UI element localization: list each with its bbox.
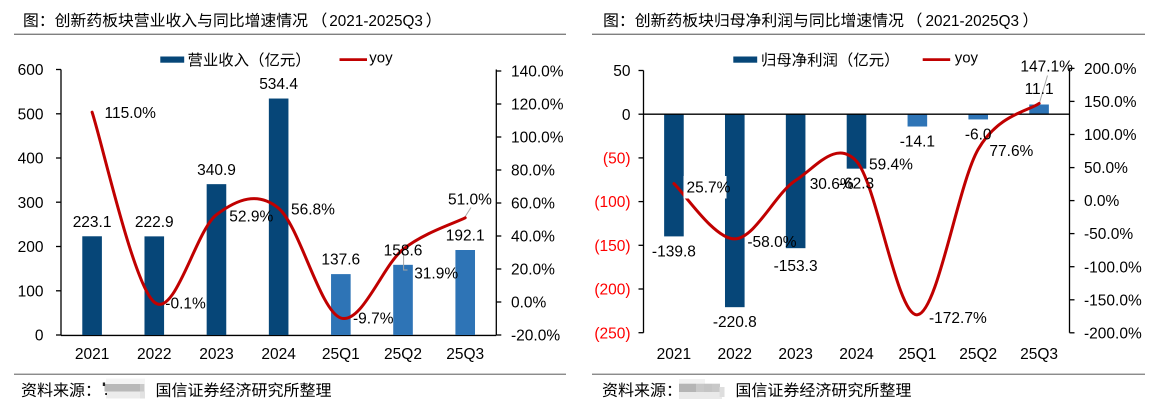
- svg-text:100: 100: [18, 283, 44, 300]
- svg-text:(50): (50): [603, 151, 631, 168]
- svg-text:-150.0%: -150.0%: [1084, 292, 1142, 309]
- svg-text:25Q1: 25Q1: [898, 346, 936, 363]
- svg-text:77.6%: 77.6%: [989, 143, 1033, 160]
- svg-text:400: 400: [18, 151, 44, 168]
- svg-text:2021: 2021: [75, 346, 109, 363]
- svg-text:200: 200: [18, 239, 44, 256]
- svg-text:50.0%: 50.0%: [1084, 160, 1128, 177]
- svg-text:2024: 2024: [261, 346, 296, 363]
- svg-text:(100): (100): [594, 194, 630, 211]
- svg-text:40.0%: 40.0%: [511, 229, 555, 246]
- svg-text:-220.8: -220.8: [713, 314, 757, 331]
- svg-text:-139.8: -139.8: [652, 243, 696, 260]
- svg-text:59.4%: 59.4%: [869, 157, 913, 174]
- svg-text:2021: 2021: [657, 346, 691, 363]
- svg-text:80.0%: 80.0%: [511, 163, 555, 180]
- svg-text:150.0%: 150.0%: [1084, 94, 1137, 111]
- svg-text:0.0%: 0.0%: [511, 295, 547, 312]
- svg-text:-200.0%: -200.0%: [1084, 325, 1142, 342]
- svg-text:-50.0%: -50.0%: [1084, 226, 1133, 243]
- svg-text:2023: 2023: [778, 346, 812, 363]
- svg-text:0: 0: [35, 328, 44, 345]
- svg-text:-172.7%: -172.7%: [929, 310, 987, 327]
- svg-text:100.0%: 100.0%: [511, 130, 564, 147]
- svg-text:600: 600: [18, 62, 44, 79]
- svg-text:2022: 2022: [137, 346, 171, 363]
- svg-text:222.9: 222.9: [135, 214, 174, 231]
- svg-text:-58.0%: -58.0%: [747, 234, 796, 251]
- svg-text:11.1: 11.1: [1025, 81, 1054, 98]
- svg-text:(200): (200): [594, 282, 630, 299]
- svg-text:200.0%: 200.0%: [1084, 61, 1137, 78]
- svg-text:25Q2: 25Q2: [384, 346, 422, 363]
- svg-text:56.8%: 56.8%: [291, 201, 335, 218]
- svg-text:534.4: 534.4: [259, 76, 298, 93]
- svg-text:20.0%: 20.0%: [511, 262, 555, 279]
- svg-text:31.9%: 31.9%: [414, 266, 458, 283]
- svg-text:120.0%: 120.0%: [511, 97, 564, 114]
- svg-text:-14.1: -14.1: [900, 133, 935, 150]
- svg-text:25.7%: 25.7%: [687, 179, 731, 196]
- svg-text:2021-2025Q3: 2021-2025Q3: [926, 13, 1020, 30]
- svg-text:51.0%: 51.0%: [448, 192, 492, 209]
- svg-text:-62.3: -62.3: [839, 176, 874, 193]
- svg-text:60.0%: 60.0%: [511, 196, 555, 213]
- svg-text:140.0%: 140.0%: [511, 64, 564, 81]
- svg-text:52.9%: 52.9%: [229, 208, 273, 225]
- svg-text:0: 0: [622, 107, 631, 124]
- svg-text:-9.7%: -9.7%: [353, 310, 394, 327]
- svg-text:223.1: 223.1: [73, 214, 112, 231]
- svg-text:2022: 2022: [718, 346, 752, 363]
- svg-text:137.6: 137.6: [321, 252, 360, 269]
- svg-text:-153.3: -153.3: [774, 258, 818, 275]
- svg-text:192.1: 192.1: [446, 228, 485, 245]
- svg-text:2021-2025Q3: 2021-2025Q3: [329, 13, 423, 30]
- svg-text:158.6: 158.6: [384, 242, 423, 259]
- svg-text:30.6%: 30.6%: [810, 176, 854, 193]
- svg-text:25Q3: 25Q3: [446, 346, 484, 363]
- svg-text:300: 300: [18, 195, 44, 212]
- svg-text:yoy: yoy: [955, 50, 979, 67]
- svg-text:yoy: yoy: [369, 50, 393, 67]
- svg-text:115.0%: 115.0%: [105, 105, 157, 122]
- svg-text:340.9: 340.9: [197, 162, 236, 179]
- svg-text:25Q1: 25Q1: [322, 346, 360, 363]
- svg-text:50: 50: [613, 63, 631, 80]
- svg-text:(250): (250): [594, 325, 630, 342]
- svg-text:2024: 2024: [839, 346, 874, 363]
- svg-text:25Q2: 25Q2: [959, 346, 997, 363]
- svg-text:(150): (150): [594, 238, 630, 255]
- svg-text:-100.0%: -100.0%: [1084, 259, 1142, 276]
- svg-text:0.0%: 0.0%: [1084, 193, 1120, 210]
- svg-text:500: 500: [18, 106, 44, 123]
- svg-text:100.0%: 100.0%: [1084, 127, 1137, 144]
- svg-text:25Q3: 25Q3: [1020, 346, 1058, 363]
- svg-text:147.1%: 147.1%: [1020, 59, 1073, 76]
- svg-text:-6.0: -6.0: [965, 127, 992, 144]
- svg-text:2023: 2023: [199, 346, 233, 363]
- svg-text:-20.0%: -20.0%: [511, 328, 560, 345]
- svg-text:-0.1%: -0.1%: [165, 296, 206, 313]
